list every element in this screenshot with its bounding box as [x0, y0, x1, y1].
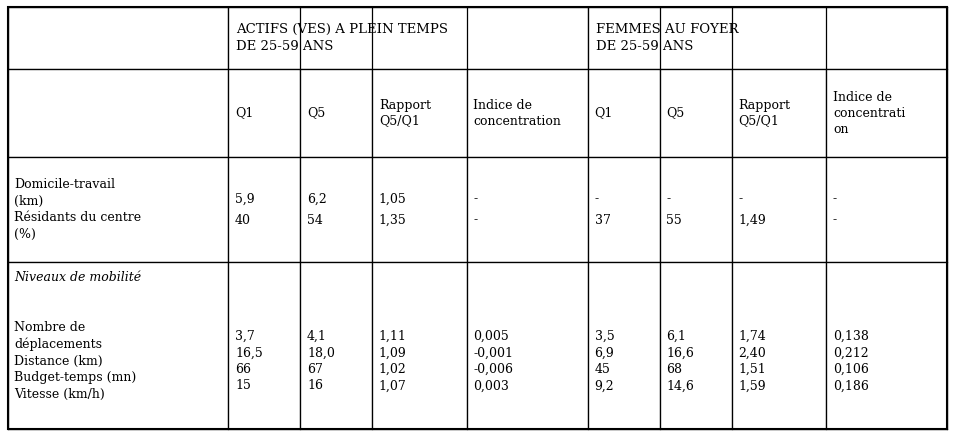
- Bar: [588, 7, 947, 69]
- Bar: [372, 69, 467, 157]
- Text: 0,005
-0,001
-0,006
0,003: 0,005 -0,001 -0,006 0,003: [474, 330, 514, 392]
- Text: Niveaux de mobilité: Niveaux de mobilité: [14, 271, 141, 284]
- Text: Q1: Q1: [595, 107, 613, 119]
- Text: Q1: Q1: [235, 107, 253, 119]
- Bar: [467, 262, 588, 429]
- Bar: [588, 262, 660, 429]
- Text: Nombre de
déplacements
Distance (km)
Budget-temps (mn)
Vitesse (km/h): Nombre de déplacements Distance (km) Bud…: [14, 321, 137, 401]
- Bar: [467, 157, 588, 262]
- Bar: [732, 157, 826, 262]
- Text: 0,138
0,212
0,106
0,186: 0,138 0,212 0,106 0,186: [833, 330, 869, 392]
- Text: Q5: Q5: [307, 107, 326, 119]
- Bar: [8, 262, 228, 429]
- Text: -
1,49: - 1,49: [738, 193, 766, 227]
- Text: Indice de
concentration: Indice de concentration: [474, 99, 562, 128]
- Bar: [588, 69, 660, 157]
- Text: FEMMES AU FOYER
DE 25-59 ANS: FEMMES AU FOYER DE 25-59 ANS: [596, 23, 738, 53]
- Text: -
-: - -: [474, 193, 478, 227]
- Bar: [300, 69, 372, 157]
- Text: Rapport
Q5/Q1: Rapport Q5/Q1: [738, 99, 791, 128]
- Bar: [732, 262, 826, 429]
- Text: 3,7
16,5
66
15: 3,7 16,5 66 15: [235, 330, 263, 392]
- Bar: [8, 157, 228, 262]
- Bar: [467, 69, 588, 157]
- Bar: [372, 157, 467, 262]
- Bar: [826, 262, 947, 429]
- Text: -
55: - 55: [667, 193, 682, 227]
- Bar: [300, 157, 372, 262]
- Text: Rapport
Q5/Q1: Rapport Q5/Q1: [379, 99, 431, 128]
- Text: 6,2
54: 6,2 54: [307, 193, 327, 227]
- Bar: [228, 262, 300, 429]
- Bar: [660, 157, 732, 262]
- Text: 6,1
16,6
68
14,6: 6,1 16,6 68 14,6: [667, 330, 694, 392]
- Text: 3,5
6,9
45
9,2: 3,5 6,9 45 9,2: [595, 330, 614, 392]
- Text: Domicile-travail
(km)
Résidants du centre
(%): Domicile-travail (km) Résidants du centr…: [14, 178, 141, 241]
- Text: 1,05
1,35: 1,05 1,35: [379, 193, 407, 227]
- Text: 4,1
18,0
67
16: 4,1 18,0 67 16: [307, 330, 335, 392]
- Bar: [300, 262, 372, 429]
- Bar: [228, 69, 300, 157]
- Text: Q5: Q5: [667, 107, 685, 119]
- Bar: [732, 69, 826, 157]
- Text: Indice de
concentrati
on: Indice de concentrati on: [833, 91, 905, 136]
- Text: 1,11
1,09
1,02
1,07: 1,11 1,09 1,02 1,07: [379, 330, 407, 392]
- Bar: [826, 157, 947, 262]
- Text: 5,9
40: 5,9 40: [235, 193, 255, 227]
- Bar: [8, 7, 228, 69]
- Bar: [660, 69, 732, 157]
- Bar: [228, 157, 300, 262]
- Bar: [826, 69, 947, 157]
- Text: ACTIFS (VES) A PLEIN TEMPS
DE 25-59 ANS: ACTIFS (VES) A PLEIN TEMPS DE 25-59 ANS: [236, 23, 448, 53]
- Bar: [660, 262, 732, 429]
- Text: -
37: - 37: [595, 193, 610, 227]
- Bar: [8, 69, 228, 157]
- Text: 1,74
2,40
1,51
1,59: 1,74 2,40 1,51 1,59: [738, 330, 766, 392]
- Bar: [372, 262, 467, 429]
- Bar: [228, 7, 588, 69]
- Text: -
-: - -: [833, 193, 838, 227]
- Bar: [588, 157, 660, 262]
